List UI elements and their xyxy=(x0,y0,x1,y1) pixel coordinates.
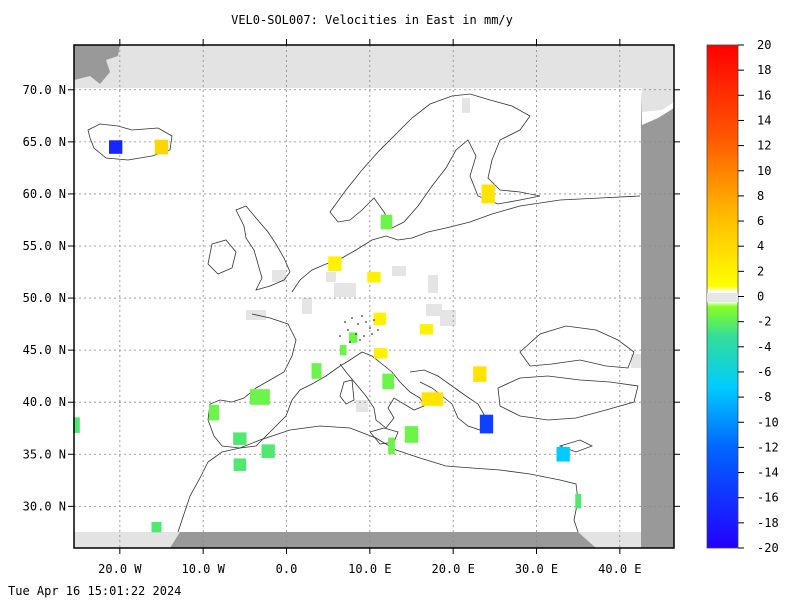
velocity-cell xyxy=(374,348,388,359)
greenland-land xyxy=(74,45,120,84)
colorbar-label: -2 xyxy=(757,315,771,329)
velocity-cell xyxy=(421,392,444,406)
lat-label: 45.0 N xyxy=(23,343,66,357)
colorbar-zero-band xyxy=(707,293,738,302)
velocity-cell xyxy=(249,389,270,405)
velocity-cell xyxy=(382,373,394,390)
lon-label: 10.0 W xyxy=(181,562,225,576)
velocity-cell xyxy=(479,414,494,434)
velocity-cell xyxy=(311,363,322,379)
colorbar-label: 18 xyxy=(757,63,771,77)
lat-label: 60.0 N xyxy=(23,187,66,201)
velocity-cell xyxy=(349,332,358,343)
velocity-cell xyxy=(473,366,487,382)
velocity-cell xyxy=(233,458,247,471)
colorbar-labels: 20181614121086420-2-4-6-8-10-12-14-16-18… xyxy=(757,38,779,555)
map-frame xyxy=(73,44,675,549)
lat-label: 70.0 N xyxy=(23,83,66,97)
lon-label: 0.0 xyxy=(276,562,298,576)
lon-label: 40.0 E xyxy=(598,562,641,576)
lat-label: 50.0 N xyxy=(23,291,66,305)
colorbar-label: 0 xyxy=(757,290,764,304)
velocity-cell xyxy=(73,417,80,433)
colorbar-label: -16 xyxy=(757,491,779,505)
velocity-cell xyxy=(339,344,347,356)
lat-label: 65.0 N xyxy=(23,135,66,149)
lon-label: 20.0 W xyxy=(98,562,142,576)
colorbar-label: 20 xyxy=(757,38,771,52)
colorbar-label: 10 xyxy=(757,164,771,178)
coastlines xyxy=(87,93,641,533)
velocity-cell xyxy=(367,272,381,283)
africa-land-south xyxy=(170,532,596,548)
velocity-cell xyxy=(404,426,419,443)
colorbar-label: 8 xyxy=(757,189,764,203)
velocity-cell xyxy=(154,139,169,155)
velocity-cell xyxy=(109,140,123,154)
colorbar-label: -10 xyxy=(757,415,779,429)
velocity-cell xyxy=(380,214,393,230)
lon-label: 20.0 E xyxy=(431,562,474,576)
velocity-cell xyxy=(419,324,434,335)
colorbar-label: -6 xyxy=(757,365,771,379)
lat-label: 30.0 N xyxy=(23,499,66,513)
velocity-cell xyxy=(151,521,162,533)
colorbar-ticks xyxy=(738,44,744,549)
colorbar-label: 16 xyxy=(757,88,771,102)
colorbar-label: -8 xyxy=(757,390,771,404)
velocity-cells xyxy=(73,139,582,533)
colorbar-label: 4 xyxy=(757,239,764,253)
colorbar-label: -20 xyxy=(757,541,779,555)
colorbar-label: 6 xyxy=(757,214,764,228)
timestamp: Tue Apr 16 15:01:22 2024 xyxy=(8,584,182,598)
lon-label: 10.0 E xyxy=(348,562,391,576)
colorbar-label: 12 xyxy=(757,139,771,153)
map-plot-area xyxy=(74,45,674,548)
velocity-cell xyxy=(481,184,495,204)
masked-region-northeast xyxy=(642,88,674,112)
velocity-cell xyxy=(388,437,395,455)
map-grid xyxy=(74,45,674,548)
colorbar-label: 14 xyxy=(757,113,771,127)
colorbar-label: -14 xyxy=(757,466,779,480)
lat-label: 55.0 N xyxy=(23,239,66,253)
colorbar-label: -18 xyxy=(757,516,779,530)
velocity-cell xyxy=(233,432,247,445)
colorbar-label: -4 xyxy=(757,340,771,354)
axis-labels: 70.0 N 65.0 N 60.0 N 55.0 N 50.0 N 45.0 N 40.0… xyxy=(23,83,642,576)
map-title: VEL0-SOL007: Velocities in East in mm/y xyxy=(231,13,513,27)
lat-label: 40.0 N xyxy=(23,395,66,409)
velocity-cell xyxy=(556,446,570,462)
colorbar-label: 2 xyxy=(757,264,764,278)
velocity-cell xyxy=(209,404,219,421)
velocity-cell xyxy=(575,493,582,509)
colorbar-label: -12 xyxy=(757,440,779,454)
masked-region-east xyxy=(641,88,674,548)
alpine-station-dots xyxy=(339,315,379,343)
velocity-cell xyxy=(328,256,342,271)
velocity-cell xyxy=(373,312,387,326)
no-data-band-north xyxy=(74,45,674,88)
axis-ticks xyxy=(68,39,680,554)
lat-label: 35.0 N xyxy=(23,447,66,461)
velocity-cell xyxy=(261,444,275,458)
lon-label: 30.0 E xyxy=(515,562,558,576)
